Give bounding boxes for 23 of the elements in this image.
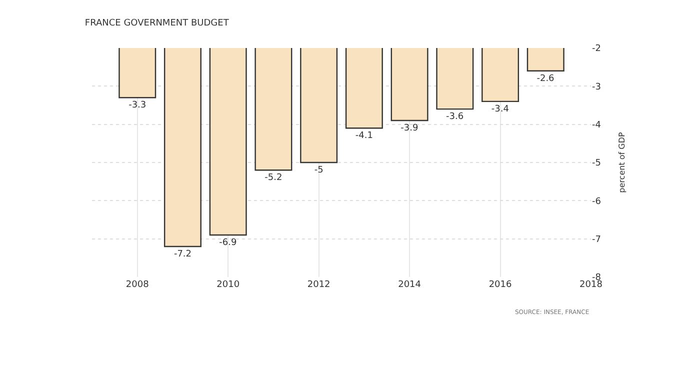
x-tick-label: 2016 — [488, 280, 512, 290]
y-tick-label: -2 — [592, 44, 601, 54]
data-label: -5.2 — [264, 173, 282, 184]
y-tick-label: -3 — [592, 82, 601, 92]
data-label: -3.6 — [446, 112, 464, 122]
y-tick-label: -5 — [592, 158, 601, 169]
data-label: -6.9 — [219, 238, 238, 248]
x-tick-label: 2010 — [216, 280, 240, 290]
y-tick-label: -4 — [592, 120, 602, 130]
chart-title: FRANCE GOVERNMENT BUDGET — [84, 18, 230, 29]
data-label: -3.9 — [400, 124, 418, 134]
data-label: -3.4 — [491, 104, 510, 114]
x-tick-label: 2008 — [126, 280, 150, 290]
data-label: -5 — [314, 166, 324, 176]
y-axis-title: percent of GDP — [617, 132, 626, 193]
data-label: -4.1 — [355, 131, 373, 142]
x-tick-label: 2014 — [398, 280, 422, 290]
x-tick-label: 2012 — [307, 280, 330, 290]
data-label: -2.6 — [536, 74, 555, 84]
data-label: -3.3 — [128, 100, 146, 111]
data-label: -7.2 — [174, 249, 192, 260]
y-tick-label: -6 — [592, 196, 602, 207]
y-tick-label: -7 — [592, 234, 601, 245]
